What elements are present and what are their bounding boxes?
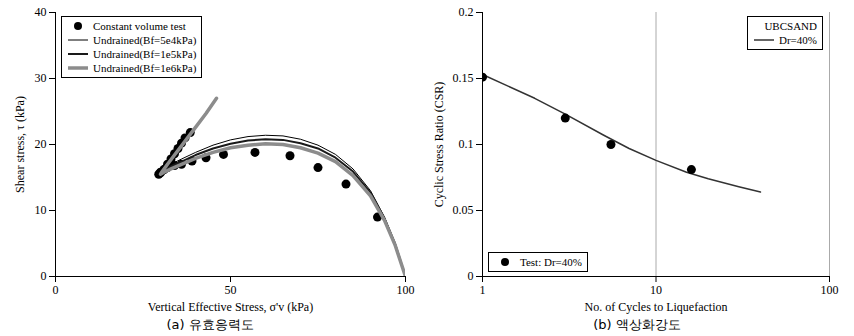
html-text:Undrained(Bf=5e4kPa): Undrained(Bf=5e4kPa) xyxy=(93,34,197,46)
html-text:Constant volume test: Constant volume test xyxy=(93,20,186,32)
svg-text:Vertical Effective Stress, σ'v: Vertical Effective Stress, σ'v (kPa) xyxy=(148,300,313,314)
svg-text:50: 50 xyxy=(225,283,237,297)
html-text:UBCSAND: UBCSAND xyxy=(764,20,817,32)
svg-text:Shear stress, τ (kPa): Shear stress, τ (kPa) xyxy=(13,96,27,193)
html-text:Test: Dr=40%: Test: Dr=40% xyxy=(520,256,582,268)
svg-text:0: 0 xyxy=(41,269,47,283)
html-text:Undrained(Bf=1e5kPa): Undrained(Bf=1e5kPa) xyxy=(93,48,197,60)
html-text:Dr=40%: Dr=40% xyxy=(779,34,817,46)
svg-text:30: 30 xyxy=(35,71,47,85)
svg-text:1: 1 xyxy=(480,283,486,297)
svg-text:20: 20 xyxy=(35,137,47,151)
svg-text:0.1: 0.1 xyxy=(459,137,474,151)
svg-text:10: 10 xyxy=(650,283,662,297)
svg-text:100: 100 xyxy=(821,283,839,297)
html-text:Undrained(Bf=1e6kPa): Undrained(Bf=1e6kPa) xyxy=(93,62,197,74)
svg-text:100: 100 xyxy=(397,283,415,297)
svg-text:40: 40 xyxy=(35,5,47,19)
svg-text:No. of Cycles to Liquefaction: No. of Cycles to Liquefaction xyxy=(585,300,728,314)
svg-text:0: 0 xyxy=(468,269,474,283)
svg-text:0.15: 0.15 xyxy=(453,71,474,85)
html-text:(b) 액상화강도: (b) 액상화강도 xyxy=(593,317,681,332)
svg-text:0: 0 xyxy=(53,283,59,297)
svg-text:10: 10 xyxy=(35,203,47,217)
html-text:(a) 유효응력도: (a) 유효응력도 xyxy=(166,317,254,332)
svg-text:0.05: 0.05 xyxy=(453,203,474,217)
svg-text:0.2: 0.2 xyxy=(459,5,474,19)
svg-text:Cyclic Stress Ratio (CSR): Cyclic Stress Ratio (CSR) xyxy=(432,82,446,208)
